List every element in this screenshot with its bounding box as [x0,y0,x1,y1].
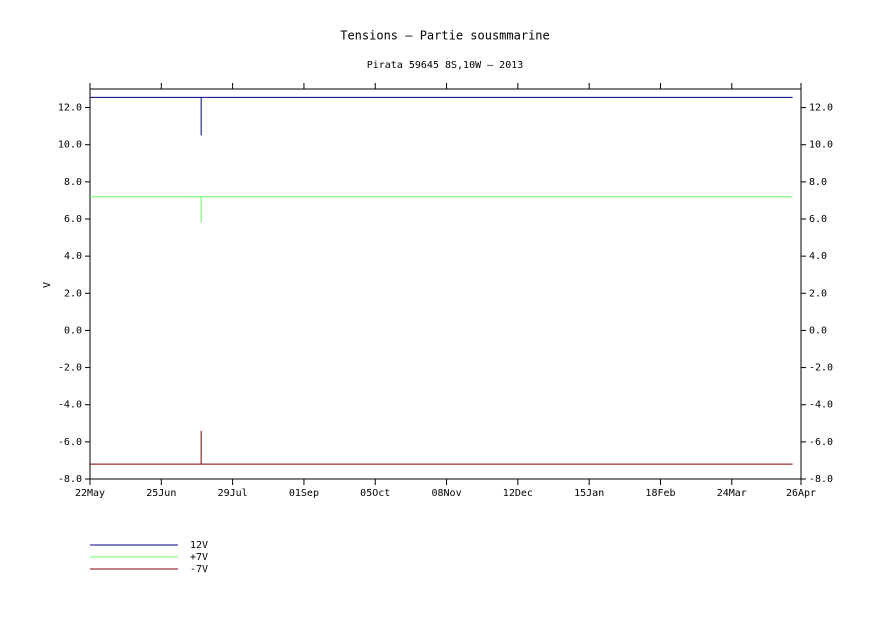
y2-tick-label: 6.0 [809,214,827,225]
y-tick-label: 4.0 [64,251,82,262]
legend-label: 12V [190,540,208,551]
y2-tick-label: -8.0 [809,474,833,485]
x-tick-label: 05Oct [360,488,390,499]
y2-tick-label: -6.0 [809,437,833,448]
legend-label: -7V [190,564,208,575]
y2-tick-label: -2.0 [809,363,833,374]
chart-subtitle: Pirata 59645 8S,10W – 2013 [367,60,524,71]
y2-tick-label: 10.0 [809,140,833,151]
x-tick-label: 22May [75,488,105,499]
x-tick-label: 18Feb [645,488,675,499]
y-tick-label: 12.0 [58,103,82,114]
x-tick-label: 01Sep [289,488,319,499]
x-tick-label: 12Dec [503,488,533,499]
y2-tick-label: 4.0 [809,251,827,262]
x-tick-label: 24Mar [717,488,747,499]
x-tick-label: 25Jun [146,488,176,499]
plot-frame [89,88,802,480]
y-tick-label: 2.0 [64,288,82,299]
y2-tick-label: 0.0 [809,325,827,336]
y2-tick-label: -4.0 [809,400,833,411]
y-tick-label: 8.0 [64,177,82,188]
y-tick-label: 10.0 [58,140,82,151]
chart-title: Tensions – Partie sousmmarine [340,29,550,43]
series-line [90,96,793,136]
y2-tick-label: 8.0 [809,177,827,188]
x-tick-label: 26Apr [786,488,816,499]
legend-label: +7V [190,552,208,563]
y-tick-label: 6.0 [64,214,82,225]
y-tick-label: -6.0 [58,437,82,448]
y-tick-label: -4.0 [58,400,82,411]
y-axis-label: V [42,282,53,288]
y2-tick-label: 2.0 [809,288,827,299]
x-tick-label: 29Jul [218,488,248,499]
y-tick-label: 0.0 [64,325,82,336]
y2-tick-label: 12.0 [809,103,833,114]
y-tick-label: -2.0 [58,363,82,374]
series-line [90,430,793,465]
x-tick-label: 15Jan [574,488,604,499]
y-tick-label: -8.0 [58,474,82,485]
series-line [90,196,793,223]
x-tick-label: 08Nov [431,488,461,499]
